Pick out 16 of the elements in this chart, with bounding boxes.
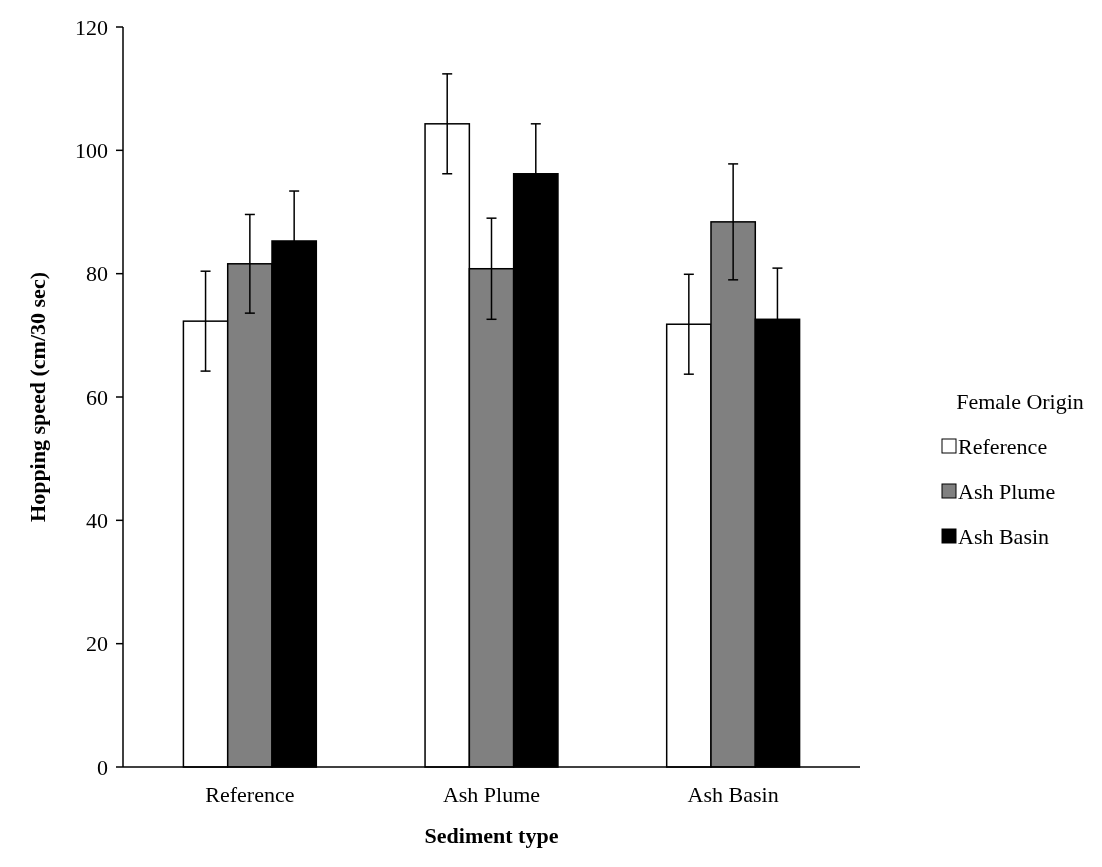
y-tick-label: 20 xyxy=(86,631,108,657)
y-tick-label: 60 xyxy=(86,384,108,410)
x-tick-label: Reference xyxy=(205,782,295,807)
legend-title: Female Origin xyxy=(956,389,1084,414)
y-tick-label: 80 xyxy=(86,261,108,287)
y-tick-label: 100 xyxy=(75,138,108,164)
y-tick-label: 0 xyxy=(97,754,108,780)
y-tick-label: 40 xyxy=(86,508,108,534)
x-tick-label: Ash Basin xyxy=(687,782,779,807)
legend-label: Ash Basin xyxy=(958,523,1050,549)
y-axis-title: Hopping speed (cm/30 sec) xyxy=(25,272,50,522)
legend-label: Reference xyxy=(958,433,1048,459)
x-tick-label: Ash Plume xyxy=(442,782,541,807)
x-axis-title: Sediment type xyxy=(424,823,559,848)
legend-label: Ash Plume xyxy=(958,478,1056,504)
y-tick-label: 120 xyxy=(75,14,108,40)
